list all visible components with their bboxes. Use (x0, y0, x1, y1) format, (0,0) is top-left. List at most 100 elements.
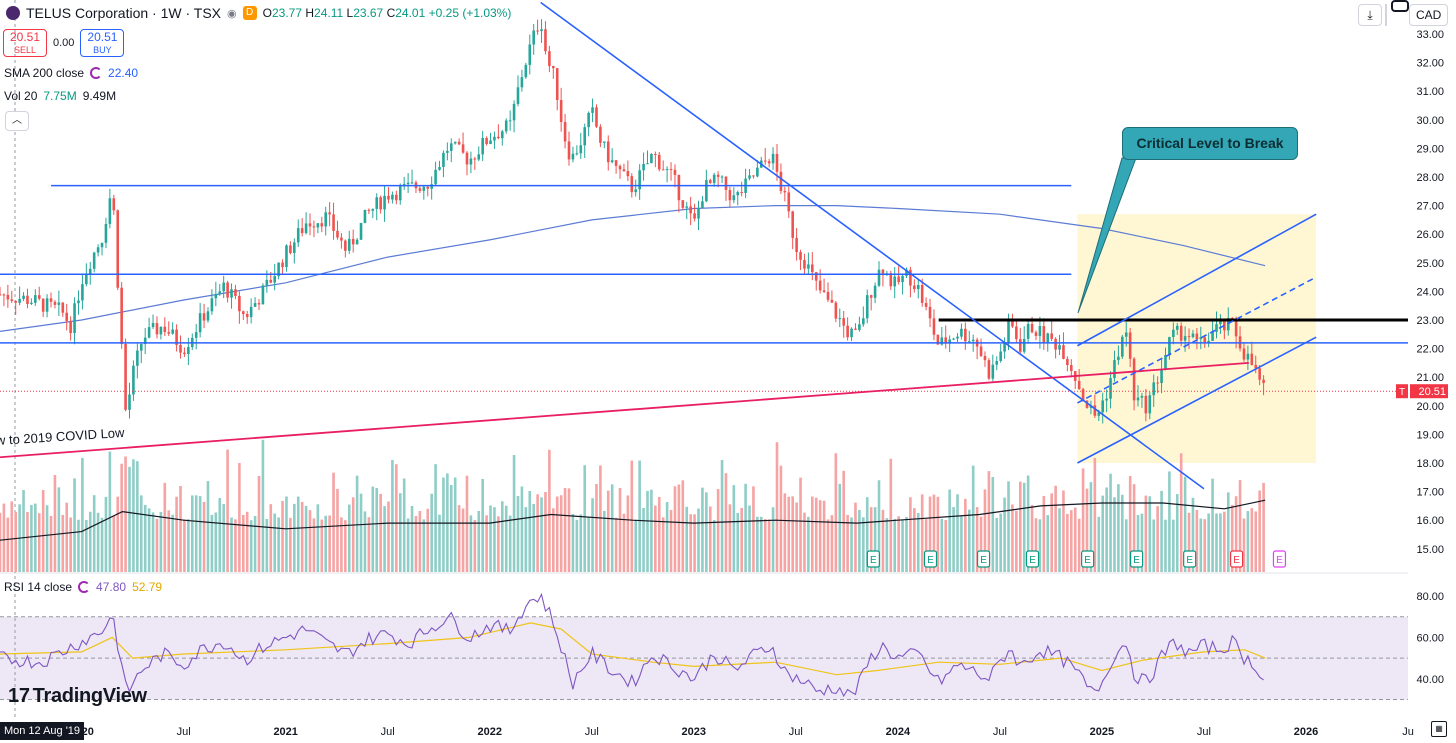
candle (634, 189, 638, 193)
axes-layer: 33.00 32.00 31.00 30.00 29.00 28.00 27.00 26.00… (69, 29, 1448, 738)
candle (677, 174, 681, 201)
dividend-badge[interactable]: D (242, 6, 257, 20)
candle (932, 318, 936, 335)
volume-bar (1022, 482, 1026, 572)
volume-bar (1050, 493, 1053, 572)
collapse-legend-button[interactable]: ︿ (5, 111, 29, 131)
volume-bar (1152, 519, 1156, 572)
candle (406, 182, 410, 185)
volume-bar (1164, 519, 1167, 572)
candle (979, 346, 983, 356)
volume-bar (928, 496, 932, 572)
symbol-title[interactable]: TELUS Corporation · 1W · TSX (26, 5, 222, 21)
candle (324, 212, 328, 227)
candle (65, 312, 69, 321)
candle (1179, 325, 1183, 341)
callout-critical-level[interactable]: Critical Level to Break (1122, 127, 1298, 160)
candle (811, 264, 814, 273)
tradingview-logo[interactable]: 17 TradingView (8, 685, 147, 707)
volume-legend[interactable]: Vol 20 7.75M 9.49M (4, 89, 117, 103)
volume-bar (967, 509, 971, 572)
volume-bar (665, 502, 669, 572)
candle (516, 87, 520, 104)
volume-bar (49, 515, 53, 572)
candle (469, 158, 473, 165)
volume-bar (920, 494, 924, 572)
price-marker-letter: T (1399, 387, 1405, 398)
volume-bar (1136, 515, 1140, 572)
candle (803, 259, 806, 269)
candle (497, 136, 500, 139)
volume-bar (1066, 513, 1069, 572)
candle (1038, 326, 1042, 336)
volume-bar (940, 518, 944, 572)
candle (654, 154, 657, 156)
volume-bar (379, 493, 382, 572)
volume-bar (1242, 518, 1246, 572)
volume-bar (100, 517, 104, 572)
earnings-marker-label: E (1133, 555, 1140, 566)
price-tick-label: 17.00 (1416, 487, 1444, 499)
candle (960, 328, 963, 337)
candle (971, 339, 975, 342)
volume-bar (245, 511, 249, 572)
candle (438, 167, 441, 170)
earnings-marker-label: E (870, 555, 877, 566)
candle (1172, 329, 1175, 338)
volume-bar (567, 488, 571, 572)
calendar-icon[interactable]: ▦ (1431, 721, 1447, 737)
price-tick-label: 28.00 (1416, 172, 1444, 184)
candles-layer (0, 19, 1265, 424)
candle (920, 285, 924, 303)
volume-bar (214, 512, 218, 572)
candle (571, 153, 575, 160)
candle (504, 120, 508, 132)
candle (18, 298, 21, 303)
candle (901, 275, 904, 283)
fullscreen-icon[interactable] (1391, 0, 1409, 12)
currency-selector[interactable]: CAD (1409, 4, 1449, 26)
volume-bar (846, 514, 849, 572)
candle (508, 120, 512, 122)
candle (26, 295, 29, 304)
volume-bar (1081, 468, 1085, 572)
volume-bar (889, 458, 893, 572)
candle (1136, 397, 1140, 401)
rsi-band-layer (0, 0, 1408, 720)
volume-bar (1262, 482, 1265, 572)
volume-bar (324, 515, 328, 572)
eye-icon[interactable]: ◉ (227, 7, 237, 20)
buy-button[interactable]: 20.51 BUY (80, 29, 125, 57)
volume-bar (438, 514, 441, 572)
price-tick-label: 23.00 (1416, 315, 1444, 327)
rsi-legend[interactable]: RSI 14 close 47.80 52.79 (4, 580, 163, 594)
volume-bar (987, 471, 991, 572)
volume-bar (512, 455, 516, 572)
candle (862, 318, 865, 325)
candle (1050, 333, 1053, 339)
volume-bar (677, 484, 681, 572)
candle (708, 180, 712, 183)
download-icon[interactable]: ⤓ (1358, 4, 1382, 26)
volume-bar (387, 501, 390, 572)
candle (956, 336, 959, 339)
candle (159, 326, 163, 335)
volume-bar (1203, 519, 1207, 572)
candle (367, 209, 371, 211)
volume-bar (787, 496, 791, 572)
candle (128, 394, 131, 410)
sma-legend[interactable]: SMA 200 close 22.40 (4, 66, 139, 80)
sell-button[interactable]: 20.51 SELL (3, 29, 47, 57)
volume-bar (285, 496, 288, 572)
candle (1011, 320, 1014, 327)
volume-bar (449, 485, 453, 572)
rsi-tick-label: 80.00 (1416, 591, 1444, 603)
candle (183, 352, 186, 355)
candle (320, 223, 324, 227)
candle (194, 332, 198, 338)
candle (45, 298, 49, 312)
volume-bar (767, 519, 771, 572)
candle (736, 191, 740, 196)
candle (92, 252, 96, 269)
